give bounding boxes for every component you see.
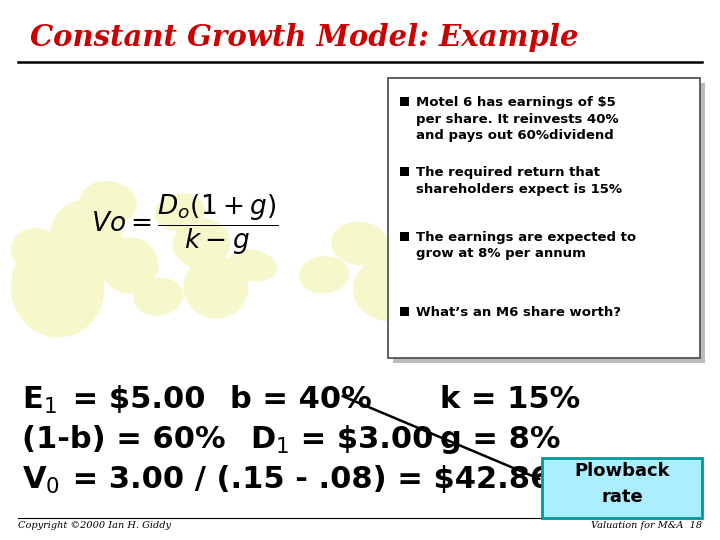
Ellipse shape [490,190,547,234]
Text: Valuation for M&A  18: Valuation for M&A 18 [591,521,702,530]
Bar [400,167,409,176]
Text: Motel 6 has earnings of $5
per share. It reinvests 40%
and pays out 60%dividend: Motel 6 has earnings of $5 per share. It… [416,96,618,142]
Text: Copyright ©2000 Ian H. Giddy: Copyright ©2000 Ian H. Giddy [18,521,171,530]
Ellipse shape [587,200,637,237]
Text: (1-b) = 60%: (1-b) = 60% [22,425,225,454]
Ellipse shape [79,181,137,225]
Text: The earnings are expected to
grow at 8% per annum: The earnings are expected to grow at 8% … [416,231,636,260]
Ellipse shape [184,256,248,319]
Text: Plowback
rate: Plowback rate [574,462,670,507]
Bar [388,78,700,358]
Ellipse shape [598,234,670,297]
Ellipse shape [227,249,277,281]
Bar [400,307,409,316]
Text: $\mathit{Vo} = \dfrac{D_o(1+g)}{k-g}$: $\mathit{Vo} = \dfrac{D_o(1+g)}{k-g}$ [91,193,279,257]
Ellipse shape [544,218,608,269]
Ellipse shape [457,234,522,297]
Text: V$_0$: V$_0$ [22,465,60,496]
Ellipse shape [353,253,439,322]
Ellipse shape [155,193,205,231]
Text: = $5.00: = $5.00 [62,385,205,414]
Text: b = 40%: b = 40% [230,385,372,414]
Text: k = 15%: k = 15% [440,385,580,414]
Text: = 3.00 / (.15 - .08) = $42.86: = 3.00 / (.15 - .08) = $42.86 [62,465,552,494]
Ellipse shape [133,278,184,316]
Ellipse shape [500,250,580,325]
Text: = $3.00: = $3.00 [290,425,433,454]
Ellipse shape [396,215,468,272]
Bar [542,458,702,518]
Bar [400,97,409,106]
Ellipse shape [11,237,104,338]
Bar [0,365,720,540]
Bar [393,83,705,363]
Ellipse shape [101,237,158,294]
Text: E$_1$: E$_1$ [22,385,57,416]
Text: D$_1$: D$_1$ [250,425,289,456]
Text: What’s an M6 share worth?: What’s an M6 share worth? [416,306,621,319]
Ellipse shape [173,219,230,268]
Ellipse shape [331,221,389,266]
Ellipse shape [11,228,61,272]
Text: g = 8%: g = 8% [440,425,560,454]
Text: The required return that
shareholders expect is 15%: The required return that shareholders ex… [416,166,622,195]
Ellipse shape [299,256,349,294]
Bar [400,232,409,241]
Text: Constant Growth Model: Example: Constant Growth Model: Example [30,24,578,52]
Ellipse shape [50,200,122,268]
